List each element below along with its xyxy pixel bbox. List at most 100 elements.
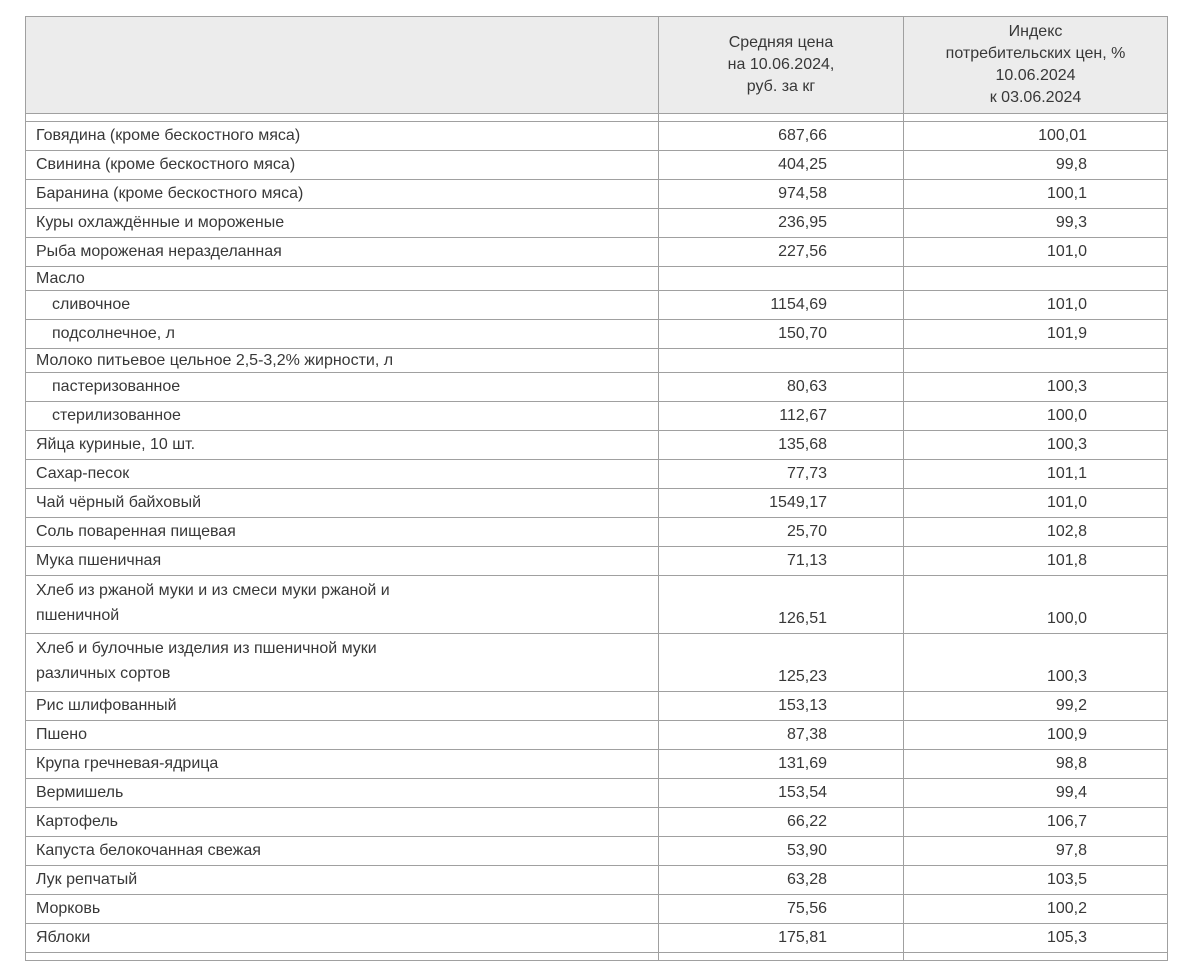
product-name-cell: пастеризованное [25,372,659,402]
product-name-cell: Баранина (кроме бескостного мяса) [25,179,659,209]
table-row: Баранина (кроме бескостного мяса) 974,58… [25,179,1168,209]
product-name-cell: Яблоки [25,923,659,953]
table-row: Куры охлаждённые и мороженые 236,95 99,3 [25,208,1168,238]
price-cell: 153,54 [658,778,904,808]
index-cell: 101,0 [903,290,1168,320]
price-cell: 71,13 [658,546,904,576]
product-name-cell: Пшено [25,720,659,750]
spacer-cell [25,952,659,961]
price-cell: 125,23 [658,633,904,692]
price-cell [658,266,904,291]
price-cell: 53,90 [658,836,904,866]
index-cell: 101,0 [903,237,1168,267]
product-name-cell: Хлеб и булочные изделия из пшеничной мук… [25,633,659,692]
product-name-cell: Вермишель [25,778,659,808]
table-row: Картофель 66,22 106,7 [25,807,1168,837]
table-row: Молоко питьевое цельное 2,5-3,2% жирност… [25,348,1168,373]
table-row: сливочное 1154,69 101,0 [25,290,1168,320]
price-cell: 974,58 [658,179,904,209]
index-cell [903,266,1168,291]
product-name-cell: Картофель [25,807,659,837]
table-row: Яйца куриные, 10 шт. 135,68 100,3 [25,430,1168,460]
spacer-cell [903,952,1168,961]
index-cell: 101,0 [903,488,1168,518]
table-row: Рыба мороженая неразделанная 227,56 101,… [25,237,1168,267]
table-row: Чай чёрный байховый 1549,17 101,0 [25,488,1168,518]
index-cell: 99,2 [903,691,1168,721]
table-row: Яблоки 175,81 105,3 [25,923,1168,953]
table-row: Морковь 75,56 100,2 [25,894,1168,924]
product-name-cell: Чай чёрный байховый [25,488,659,518]
table-row: стерилизованное 112,67 100,0 [25,401,1168,431]
price-cell: 175,81 [658,923,904,953]
product-name-cell: Куры охлаждённые и мороженые [25,208,659,238]
index-cell: 101,1 [903,459,1168,489]
table-row: Соль поваренная пищевая 25,70 102,8 [25,517,1168,547]
spacer-cell [658,113,904,122]
table-row: Капуста белокочанная свежая 53,90 97,8 [25,836,1168,866]
index-cell: 100,9 [903,720,1168,750]
index-cell: 101,9 [903,319,1168,349]
index-cell: 99,3 [903,208,1168,238]
index-cell [903,348,1168,373]
price-cell: 25,70 [658,517,904,547]
index-cell: 100,2 [903,894,1168,924]
table-row: Масло [25,266,1168,291]
product-name-cell: Масло [25,266,659,291]
index-cell: 105,3 [903,923,1168,953]
price-cell: 227,56 [658,237,904,267]
price-cell: 153,13 [658,691,904,721]
price-cell: 77,73 [658,459,904,489]
product-name-cell: Соль поваренная пищевая [25,517,659,547]
price-cell: 150,70 [658,319,904,349]
product-name-cell: Свинина (кроме бескостного мяса) [25,150,659,180]
index-cell: 100,01 [903,121,1168,151]
product-name-cell: Молоко питьевое цельное 2,5-3,2% жирност… [25,348,659,373]
table-row: пастеризованное 80,63 100,3 [25,372,1168,402]
index-cell: 100,3 [903,430,1168,460]
price-cell: 404,25 [658,150,904,180]
price-cell: 135,68 [658,430,904,460]
table-row: Сахар-песок 77,73 101,1 [25,459,1168,489]
product-name-cell: Сахар-песок [25,459,659,489]
index-cell: 103,5 [903,865,1168,895]
price-cell [658,348,904,373]
product-name-cell: Говядина (кроме бескостного мяса) [25,121,659,151]
index-cell: 100,0 [903,575,1168,634]
index-cell: 102,8 [903,517,1168,547]
table-row: Свинина (кроме бескостного мяса) 404,25 … [25,150,1168,180]
price-cell: 112,67 [658,401,904,431]
price-cell: 75,56 [658,894,904,924]
index-cell: 100,3 [903,372,1168,402]
product-name-cell: Яйца куриные, 10 шт. [25,430,659,460]
price-cell: 236,95 [658,208,904,238]
price-cell: 63,28 [658,865,904,895]
product-name-cell: Лук репчатый [25,865,659,895]
product-name-cell: подсолнечное, л [25,319,659,349]
price-table-container: Средняя цена на 10.06.2024, руб. за кг И… [25,16,1168,961]
price-cell: 1549,17 [658,488,904,518]
product-name-cell: Мука пшеничная [25,546,659,576]
table-row: подсолнечное, л 150,70 101,9 [25,319,1168,349]
price-cell: 126,51 [658,575,904,634]
table-row: Пшено 87,38 100,9 [25,720,1168,750]
index-cell: 101,8 [903,546,1168,576]
index-cell: 100,0 [903,401,1168,431]
product-name-cell: Рыба мороженая неразделанная [25,237,659,267]
table-row: Хлеб из ржаной муки и из смеси муки ржан… [25,575,1168,634]
price-cell: 66,22 [658,807,904,837]
index-cell: 100,1 [903,179,1168,209]
col-header-cpi-index: Индекс потребительских цен, % 10.06.2024… [903,16,1168,114]
spacer-cell [25,113,659,122]
col-header-avg-price: Средняя цена на 10.06.2024, руб. за кг [658,16,904,114]
price-cell: 687,66 [658,121,904,151]
table-row: Лук репчатый 63,28 103,5 [25,865,1168,895]
table-row: Говядина (кроме бескостного мяса) 687,66… [25,121,1168,151]
price-cell: 87,38 [658,720,904,750]
spacer-row-top [25,113,1168,122]
index-cell: 100,3 [903,633,1168,692]
index-cell: 99,8 [903,150,1168,180]
index-cell: 98,8 [903,749,1168,779]
index-cell: 106,7 [903,807,1168,837]
table-body: Говядина (кроме бескостного мяса) 687,66… [25,121,1168,953]
